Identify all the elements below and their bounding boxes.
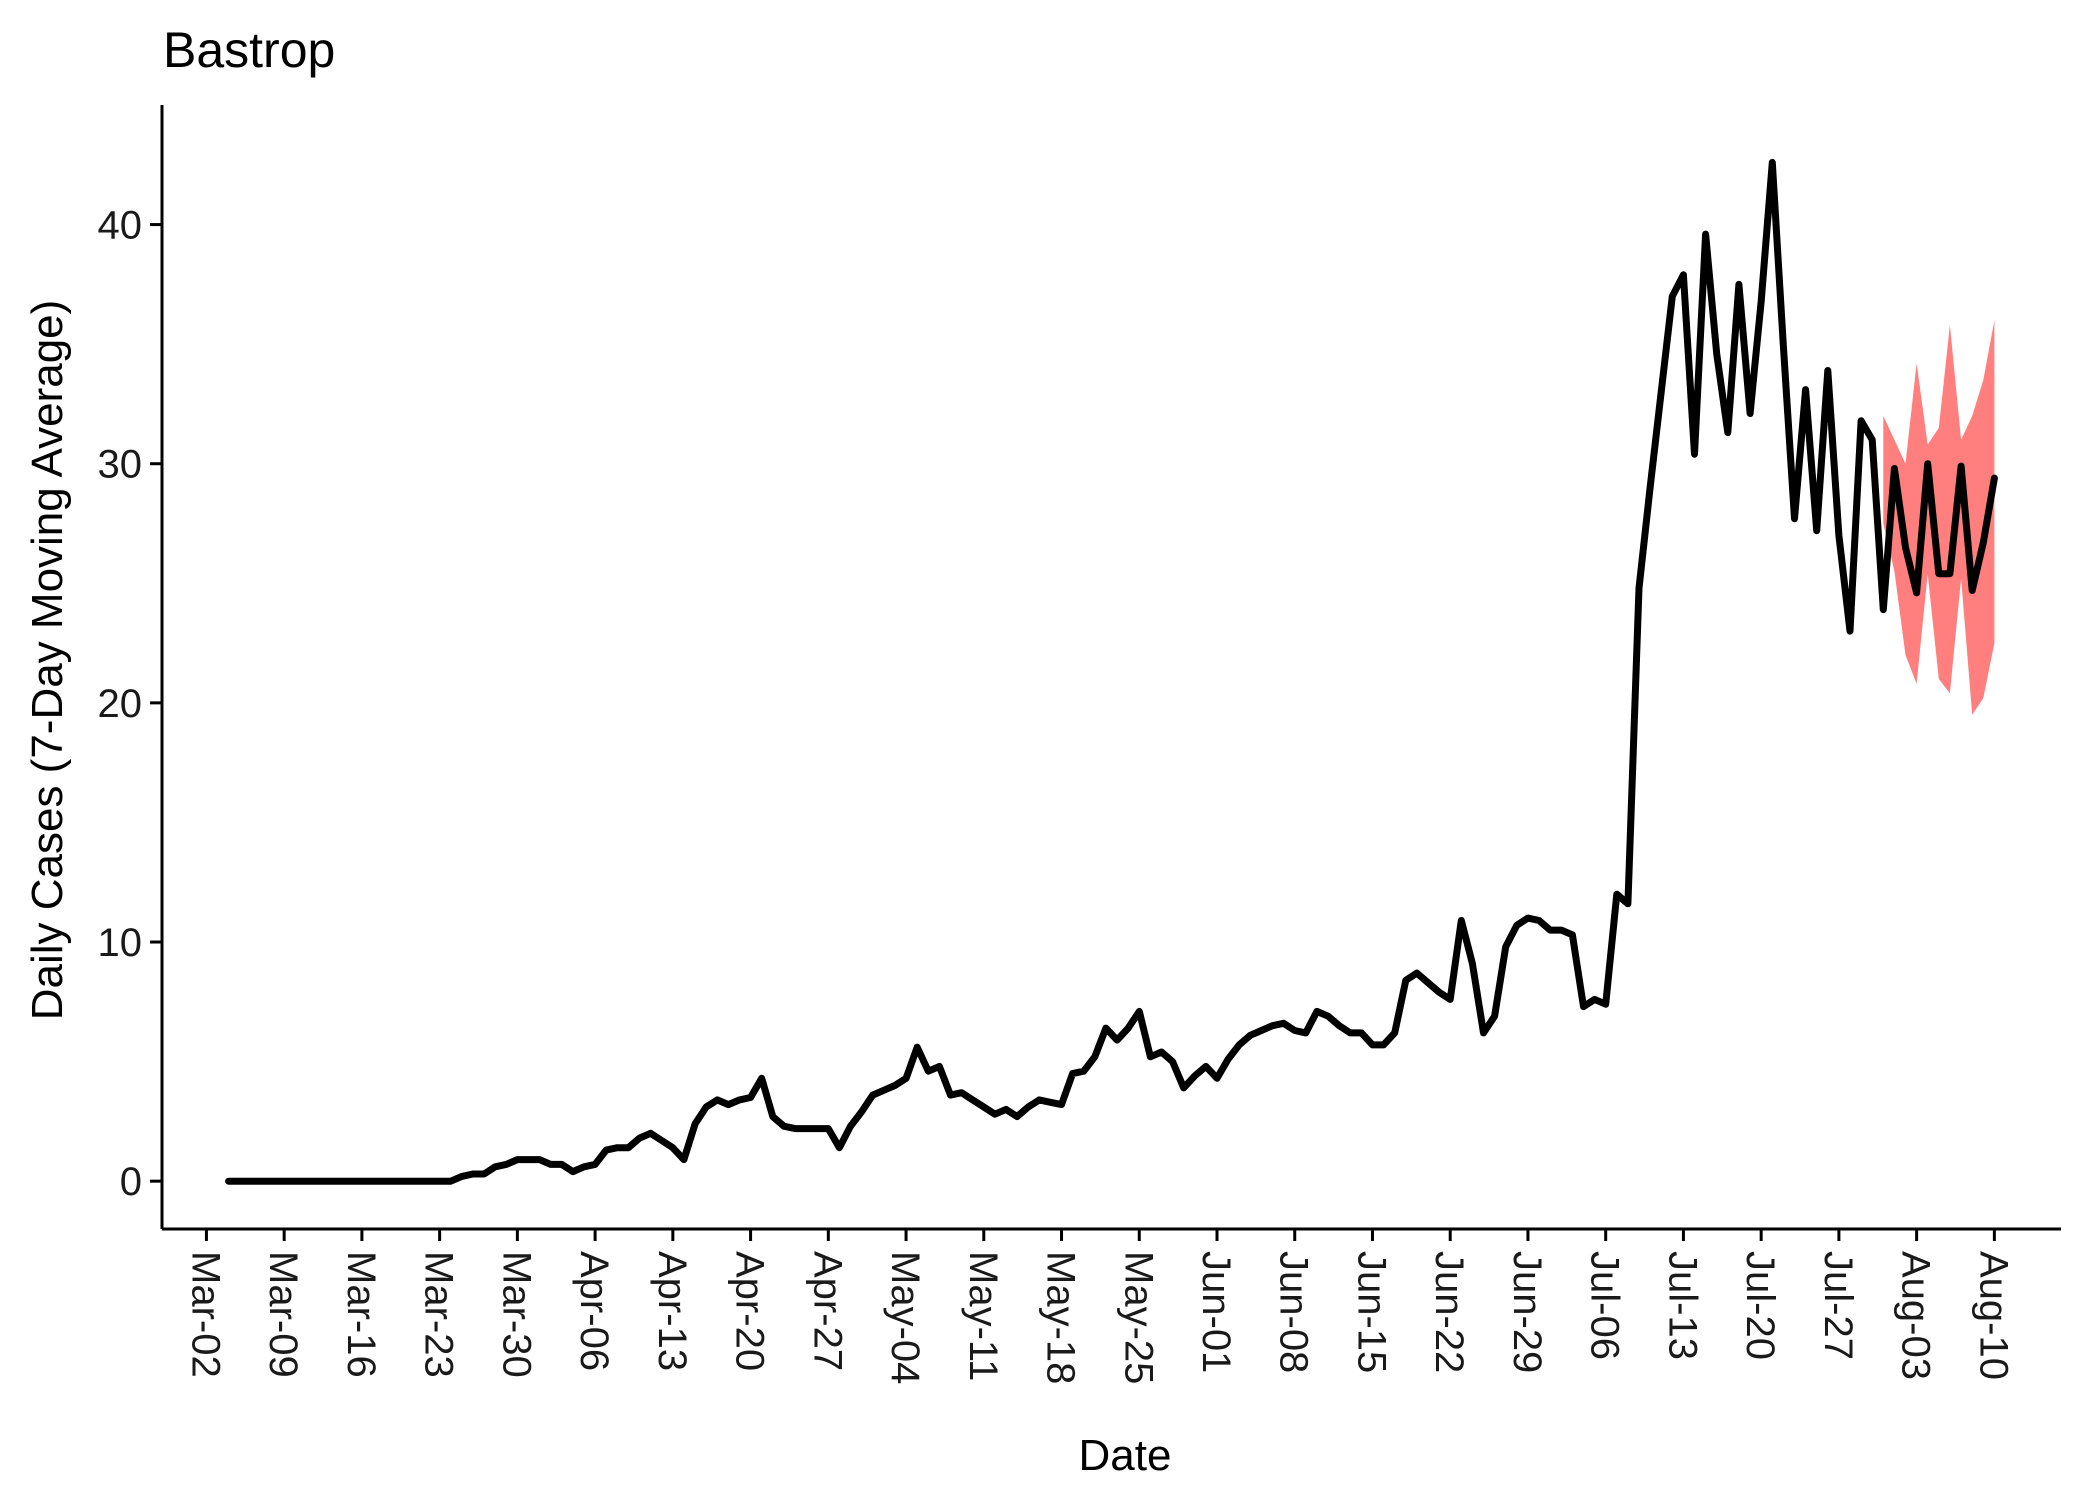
x-tick-label: May-11 [961,1251,1005,1381]
x-tick-label: Jul-27 [1816,1251,1860,1360]
y-ticks: 0 10 20 30 40 [98,204,162,1204]
x-tick-label: May-18 [1039,1251,1083,1384]
axes [160,105,2061,1231]
series-line-group [225,158,1998,1185]
y-tick-label: 30 [98,443,143,487]
y-tick-label: 40 [98,204,143,248]
x-tick-label: Apr-06 [572,1251,616,1371]
x-tick-label: Jun-01 [1194,1251,1238,1373]
y-axis-title: Daily Cases (7-Day Moving Average) [23,300,72,1021]
x-tick-label: Apr-27 [805,1251,849,1371]
x-ticks: Mar-02 Mar-09 Mar-16 Mar-23 Mar-30 Apr-06 Apr-… [183,1229,2015,1384]
x-tick-label: Mar-09 [261,1251,305,1378]
x-tick-label: Apr-20 [728,1251,772,1371]
x-tick-label: Mar-30 [494,1251,538,1378]
daily-cases-line [225,158,1998,1185]
x-tick-label: Jun-29 [1505,1251,1549,1373]
x-tick-label: Mar-23 [417,1251,461,1378]
x-tick-label: Mar-02 [183,1251,227,1378]
x-tick-label: Jun-15 [1349,1251,1393,1373]
y-tick-label: 0 [120,1160,142,1204]
x-tick-label: Aug-10 [1971,1251,2015,1380]
x-axis-title: Date [1079,1431,1172,1480]
y-tick-label: 20 [98,682,143,726]
y-tick-label: 10 [98,921,143,965]
prediction-interval-band [1883,320,1995,715]
prediction-band [1883,320,1995,715]
x-tick-label: May-25 [1116,1251,1160,1384]
x-tick-label: Jun-22 [1427,1251,1471,1373]
x-tick-label: Mar-16 [339,1251,383,1378]
x-tick-label: Jul-13 [1660,1251,1704,1360]
x-tick-label: Jul-06 [1583,1251,1627,1360]
x-tick-label: Apr-13 [650,1251,694,1371]
x-tick-label: Aug-03 [1894,1251,1938,1380]
chart-title: Bastrop [163,22,335,78]
x-tick-label: Jul-20 [1738,1251,1782,1360]
x-tick-label: Jun-08 [1272,1251,1316,1373]
x-tick-label: May-04 [883,1251,927,1384]
